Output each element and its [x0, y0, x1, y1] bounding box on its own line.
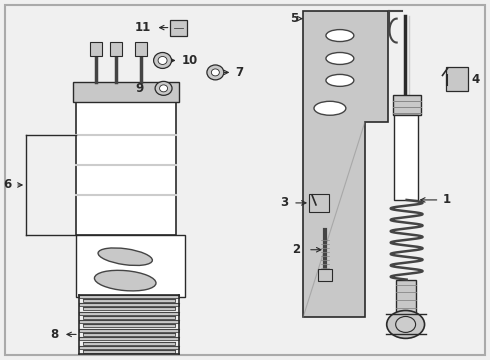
- Bar: [73, 82, 178, 102]
- Text: 7: 7: [235, 66, 244, 79]
- Bar: [83, 324, 174, 328]
- Ellipse shape: [326, 75, 354, 86]
- Bar: [83, 350, 174, 353]
- FancyBboxPatch shape: [318, 269, 332, 280]
- Bar: [79, 303, 178, 306]
- Text: 2: 2: [292, 243, 300, 256]
- Ellipse shape: [153, 53, 172, 68]
- FancyBboxPatch shape: [309, 194, 329, 212]
- Text: 4: 4: [471, 73, 480, 86]
- Bar: [79, 329, 178, 332]
- Ellipse shape: [207, 65, 224, 80]
- Text: 10: 10: [181, 54, 198, 67]
- Bar: [79, 294, 178, 298]
- FancyBboxPatch shape: [135, 41, 147, 57]
- Ellipse shape: [314, 101, 346, 115]
- Text: 8: 8: [51, 328, 59, 341]
- Bar: [79, 312, 178, 315]
- FancyBboxPatch shape: [446, 67, 468, 91]
- Bar: [83, 333, 174, 336]
- Ellipse shape: [155, 81, 172, 95]
- Text: 1: 1: [442, 193, 451, 206]
- Bar: [76, 235, 186, 297]
- Text: 6: 6: [3, 179, 11, 192]
- Ellipse shape: [95, 270, 156, 291]
- Bar: [83, 307, 174, 310]
- Ellipse shape: [211, 69, 220, 76]
- Bar: [79, 337, 178, 340]
- Bar: [83, 342, 174, 345]
- Polygon shape: [303, 11, 388, 318]
- Ellipse shape: [395, 316, 416, 332]
- Bar: [83, 316, 174, 319]
- Ellipse shape: [387, 310, 424, 338]
- Text: 11: 11: [134, 21, 150, 34]
- Text: 5: 5: [290, 12, 298, 25]
- Bar: [393, 115, 417, 200]
- FancyBboxPatch shape: [170, 20, 188, 36]
- Bar: [161, 100, 172, 235]
- Bar: [392, 95, 420, 115]
- Text: 9: 9: [135, 82, 144, 95]
- Text: 3: 3: [280, 197, 288, 210]
- Ellipse shape: [326, 30, 354, 41]
- Bar: [410, 115, 417, 200]
- Bar: [79, 346, 178, 349]
- Bar: [83, 299, 174, 302]
- Bar: [76, 100, 175, 235]
- Ellipse shape: [98, 248, 152, 265]
- Ellipse shape: [326, 53, 354, 64]
- Bar: [79, 320, 178, 323]
- FancyBboxPatch shape: [110, 41, 122, 57]
- Ellipse shape: [160, 85, 168, 92]
- FancyBboxPatch shape: [90, 41, 102, 57]
- Bar: [395, 280, 416, 315]
- Ellipse shape: [158, 57, 167, 64]
